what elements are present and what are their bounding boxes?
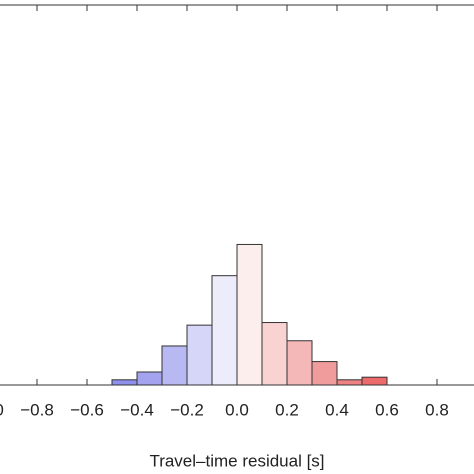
x-axis-label: Travel–time residual [s] (149, 451, 324, 470)
bar (161, 345, 188, 386)
bar (111, 379, 138, 386)
bar (361, 376, 388, 386)
bar (136, 371, 163, 386)
x-tick-label: −0.4 (120, 400, 154, 419)
bar (236, 243, 263, 386)
x-tick-label: −1.0 (0, 400, 4, 419)
bar (286, 340, 313, 386)
x-tick-label: 0.0 (225, 400, 249, 419)
x-tick-label: −0.2 (170, 400, 204, 419)
x-tick-label: −0.6 (70, 400, 104, 419)
x-tick-label: 0.8 (425, 400, 449, 419)
bar (186, 324, 213, 386)
x-tick-label: 0.2 (275, 400, 299, 419)
bar (336, 379, 363, 386)
x-tick-label: 0.4 (325, 400, 349, 419)
x-tick-label: −0.8 (20, 400, 54, 419)
bar (211, 275, 238, 386)
x-tick-label: 0.6 (375, 400, 399, 419)
bar (311, 361, 338, 386)
bar (261, 322, 288, 386)
